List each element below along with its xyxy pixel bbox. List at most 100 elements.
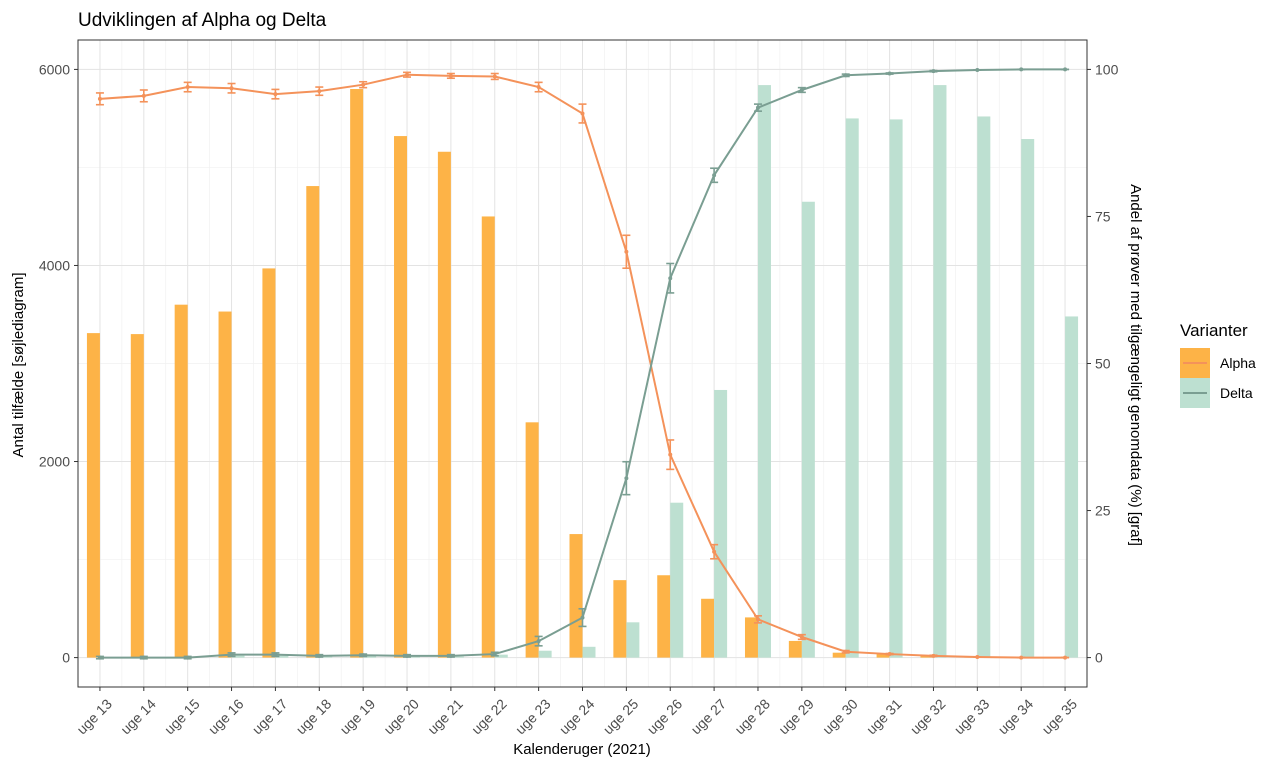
x-tick-label: uge 18 xyxy=(293,696,335,738)
bar-alpha xyxy=(437,151,451,658)
bar-delta xyxy=(670,502,684,658)
bar-delta xyxy=(889,119,903,658)
x-tick-label: uge 23 xyxy=(512,696,554,738)
point-delta xyxy=(141,655,146,660)
y2-tick-label: 0 xyxy=(1095,650,1103,666)
y-tick-label: 0 xyxy=(62,650,70,666)
x-tick-label: uge 16 xyxy=(205,696,247,738)
bar-delta xyxy=(801,201,815,658)
bar-delta xyxy=(538,650,552,658)
point-delta xyxy=(1019,67,1024,72)
bar-alpha xyxy=(788,640,802,658)
bar-delta xyxy=(933,85,947,658)
bar-alpha xyxy=(218,311,232,658)
bar-delta xyxy=(1021,139,1035,658)
y-tick-label: 2000 xyxy=(39,454,70,470)
bar-alpha xyxy=(130,334,144,658)
x-tick-label: uge 15 xyxy=(161,696,203,738)
x-tick-label: uge 34 xyxy=(995,696,1037,738)
bar-alpha xyxy=(174,304,188,658)
point-alpha xyxy=(448,73,453,78)
point-delta xyxy=(755,105,760,110)
point-alpha xyxy=(755,617,760,622)
point-alpha xyxy=(668,452,673,457)
point-delta xyxy=(887,71,892,76)
legend-label-delta: Delta xyxy=(1220,385,1253,401)
bar-delta xyxy=(363,655,377,658)
point-delta xyxy=(361,653,366,658)
legend: Varianter Alpha Delta xyxy=(1180,321,1256,408)
y2-tick-label: 75 xyxy=(1095,208,1111,224)
point-delta xyxy=(97,655,102,660)
y2-axis-title: Andel af prøver med tilgængeligt genomda… xyxy=(1127,184,1144,546)
bar-delta xyxy=(494,654,508,658)
bar-delta xyxy=(1065,316,1079,658)
bar-alpha xyxy=(832,652,846,658)
point-alpha xyxy=(536,85,541,90)
x-tick-label: uge 30 xyxy=(819,696,861,738)
bar-delta xyxy=(407,656,421,658)
point-alpha xyxy=(624,249,629,254)
point-alpha xyxy=(185,85,190,90)
x-tick-label: uge 21 xyxy=(424,696,466,738)
point-delta xyxy=(229,652,234,657)
bar-alpha xyxy=(86,333,100,658)
point-delta xyxy=(799,87,804,92)
point-alpha xyxy=(1063,655,1068,660)
x-axis-title: Kalenderuger (2021) xyxy=(513,741,651,758)
y2-tick-label: 50 xyxy=(1095,356,1111,372)
x-tick-label: uge 14 xyxy=(117,696,159,738)
x-tick-label: uge 20 xyxy=(380,696,422,738)
x-tick-label: uge 17 xyxy=(249,696,291,738)
x-tick-label: uge 25 xyxy=(600,696,642,738)
point-alpha xyxy=(931,653,936,658)
bar-alpha xyxy=(701,598,715,658)
point-delta xyxy=(668,276,673,281)
bar-alpha xyxy=(262,268,276,658)
legend-item-delta: Delta xyxy=(1180,378,1253,408)
bar-alpha xyxy=(920,655,934,658)
x-tick-label: uge 31 xyxy=(863,696,905,738)
point-delta xyxy=(712,173,717,178)
point-alpha xyxy=(361,82,366,87)
x-tick-label: uge 19 xyxy=(337,696,379,738)
x-tick-label: uge 13 xyxy=(73,696,115,738)
point-delta xyxy=(448,653,453,658)
x-axis: uge 13 uge 14 uge 15 uge 16 uge 17 uge 18 uge … xyxy=(73,687,1080,737)
x-tick-label: uge 27 xyxy=(688,696,730,738)
bar-delta xyxy=(845,118,859,658)
point-alpha xyxy=(712,549,717,554)
point-delta xyxy=(931,69,936,74)
x-tick-label: uge 22 xyxy=(468,696,510,738)
point-delta xyxy=(624,476,629,481)
point-delta xyxy=(317,653,322,658)
point-delta xyxy=(492,652,497,657)
y-axis-title: Antal tilfælde [søjlediagram] xyxy=(10,272,27,457)
bar-alpha xyxy=(876,653,890,658)
point-delta xyxy=(580,615,585,620)
y-tick-label: 4000 xyxy=(39,257,70,273)
point-delta xyxy=(405,653,410,658)
x-tick-label: uge 28 xyxy=(731,696,773,738)
y-axis-right: 0 25 50 75 100 xyxy=(1087,61,1119,666)
bar-alpha xyxy=(350,89,364,658)
y-axis-left: 0 2000 4000 6000 xyxy=(39,61,78,666)
bar-delta xyxy=(275,655,289,658)
bar-alpha xyxy=(744,617,758,658)
legend-label-alpha: Alpha xyxy=(1220,355,1256,371)
bar-alpha xyxy=(613,580,627,658)
point-alpha xyxy=(273,92,278,97)
y2-tick-label: 25 xyxy=(1095,503,1111,519)
bar-delta xyxy=(977,116,991,658)
bar-alpha xyxy=(569,534,583,658)
point-alpha xyxy=(405,72,410,77)
point-alpha xyxy=(492,74,497,79)
point-alpha xyxy=(975,655,980,660)
bar-delta xyxy=(319,656,333,658)
bar-alpha xyxy=(657,575,671,658)
bar-delta xyxy=(626,622,640,658)
y-tick-label: 6000 xyxy=(39,61,70,77)
bar-delta xyxy=(582,646,596,658)
point-alpha xyxy=(580,111,585,116)
